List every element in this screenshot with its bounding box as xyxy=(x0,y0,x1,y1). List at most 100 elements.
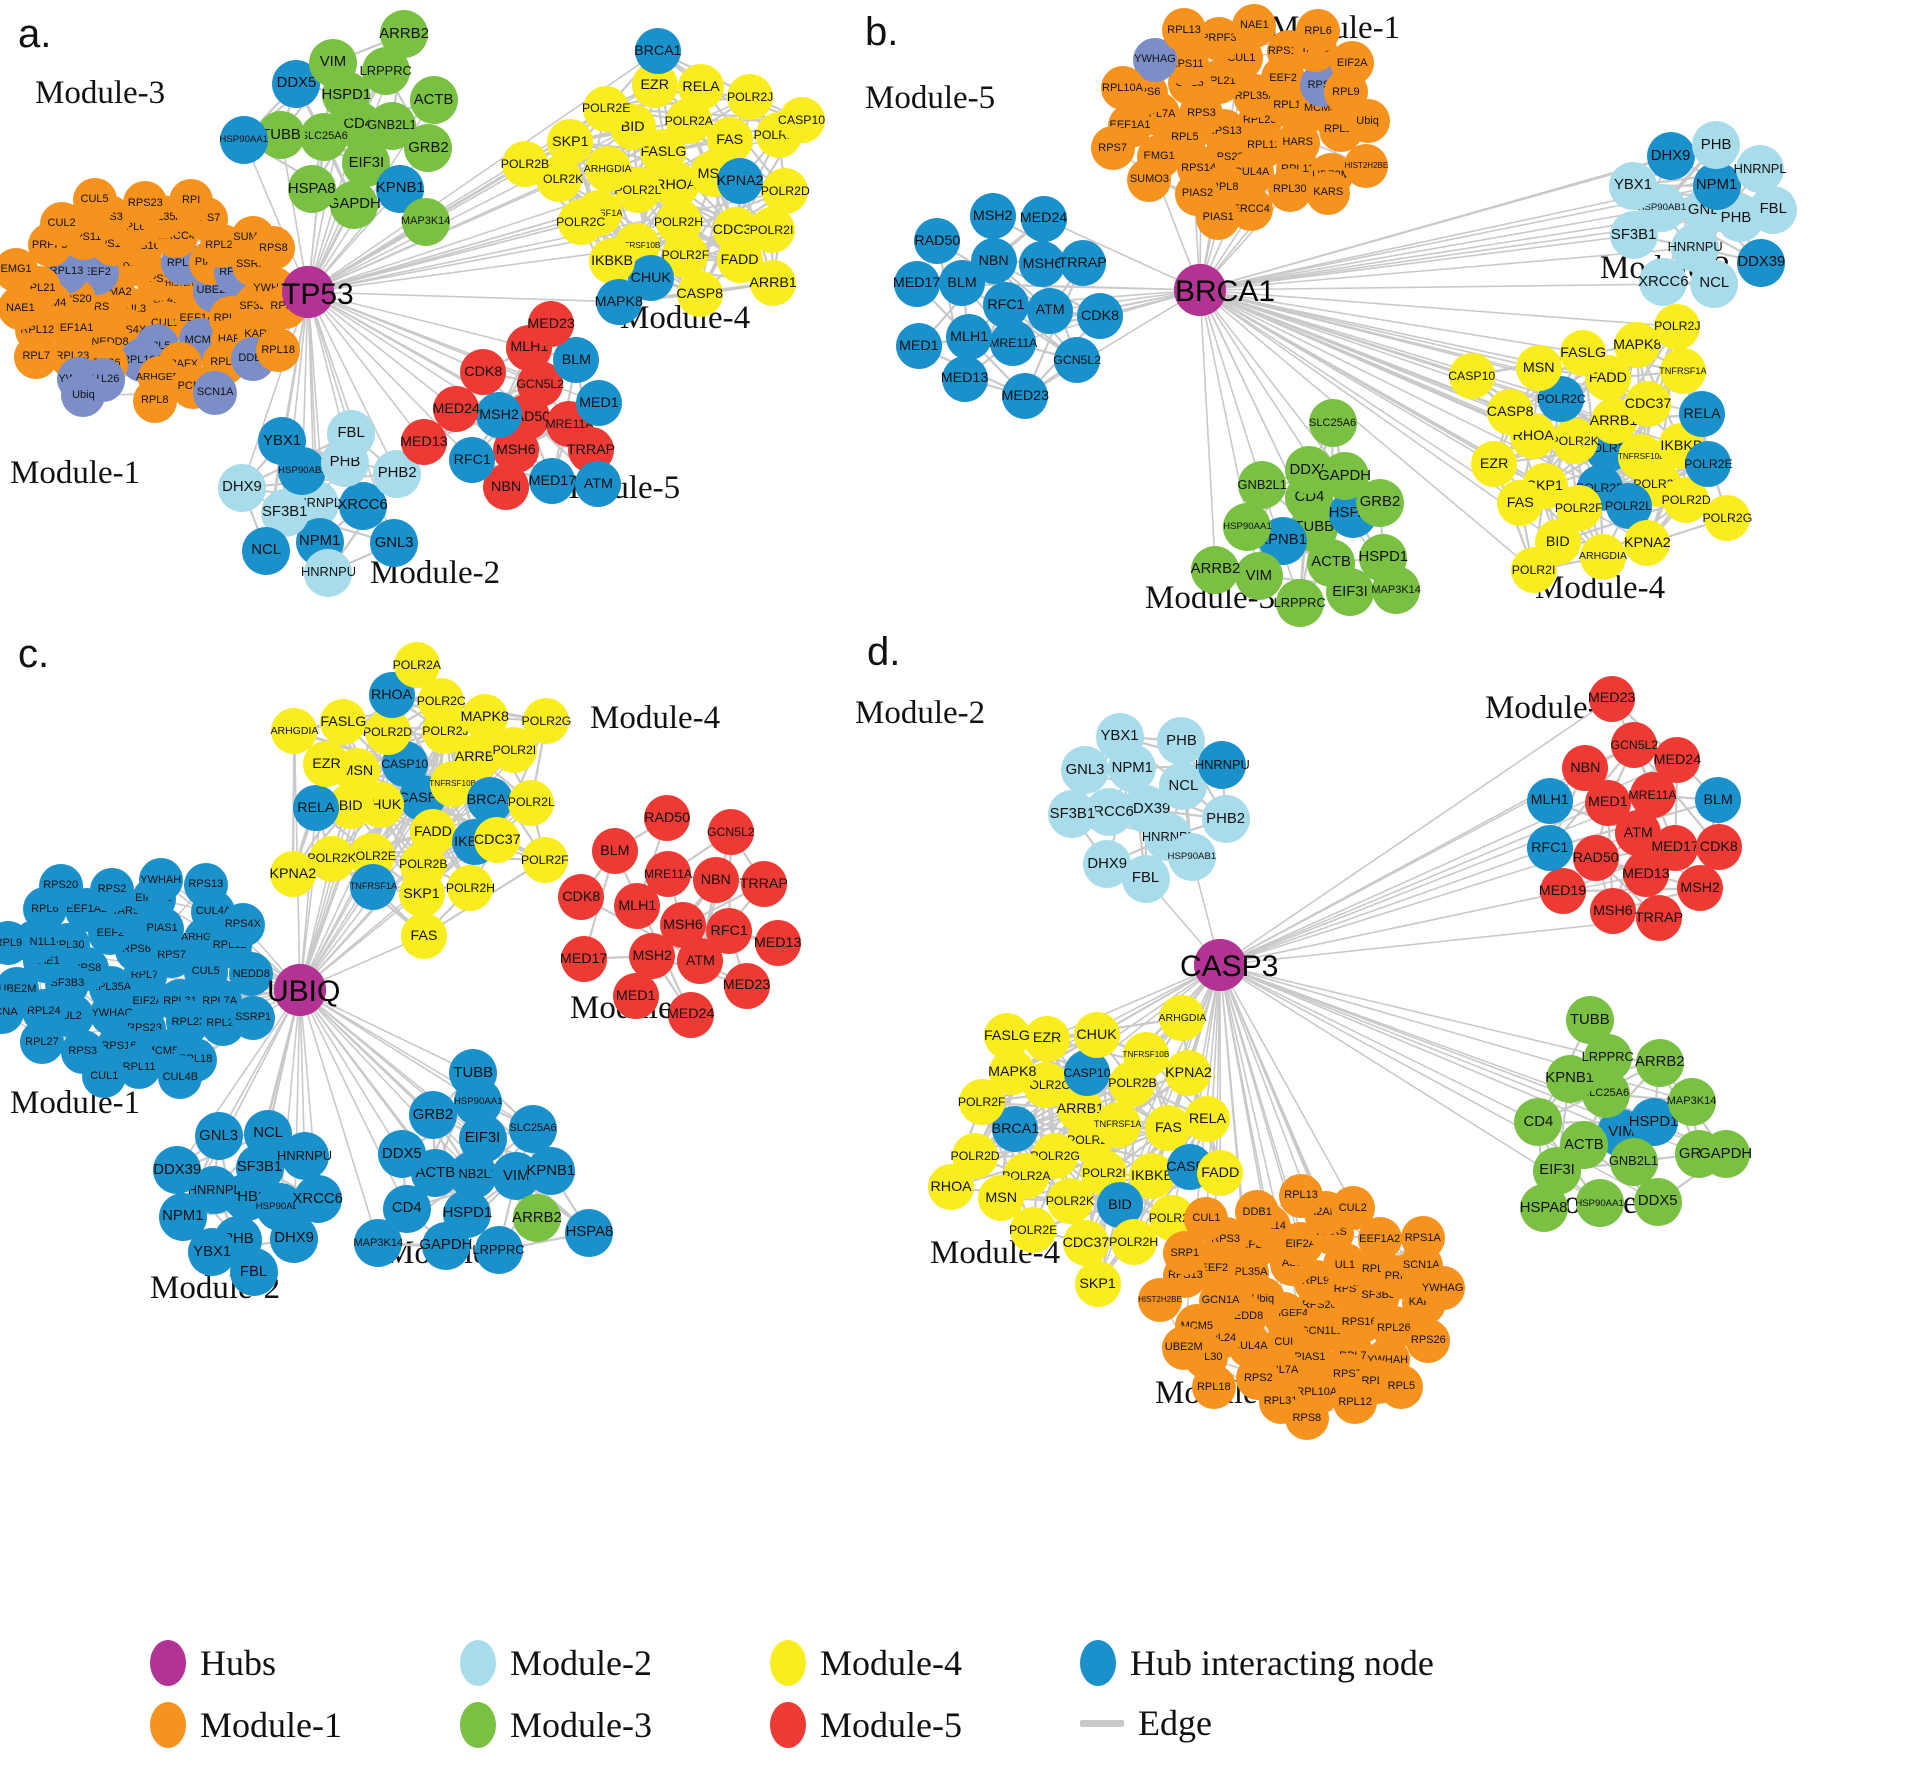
module3-node[interactable]: SLC25A6 xyxy=(1308,399,1357,448)
module5-node[interactable]: MED13 xyxy=(754,919,801,966)
module4-node[interactable]: POLR2I xyxy=(1510,547,1557,594)
module5-node[interactable]: RAD50 xyxy=(914,218,961,265)
module2-node[interactable]: DHX9 xyxy=(1083,839,1132,888)
module4-node[interactable]: TNFRSF1A xyxy=(1094,1101,1141,1148)
module4-node[interactable]: FASLG xyxy=(320,699,367,746)
module4-node[interactable]: KPNA2 xyxy=(1165,1050,1212,1097)
module5-node[interactable]: MED1 xyxy=(612,973,659,1020)
module5-node[interactable]: MED23 xyxy=(723,962,770,1009)
module2-node[interactable]: NPM1 xyxy=(1692,161,1741,210)
module4-node[interactable]: POLR2C xyxy=(556,198,605,245)
module4-node[interactable]: POLR2L xyxy=(508,779,555,826)
module5-node[interactable]: ATM xyxy=(575,460,622,507)
module5-node[interactable]: MED1 xyxy=(895,323,942,370)
module5-node[interactable]: MSH2 xyxy=(476,392,523,439)
module2-node[interactable]: GNL3 xyxy=(194,1111,243,1160)
module1-node[interactable]: RPL18 xyxy=(256,328,301,373)
module4-node[interactable]: TNFRSF1A xyxy=(1659,348,1707,395)
module4-node[interactable]: POLR2I xyxy=(748,206,795,253)
module5-node[interactable]: GCN5L2 xyxy=(1053,337,1101,384)
module4-node[interactable]: ARHGDIA xyxy=(584,145,632,192)
module5-node[interactable]: TRRAP xyxy=(1635,895,1683,942)
module4-node[interactable]: RELA xyxy=(1184,1095,1231,1142)
module2-node[interactable]: NCL xyxy=(1690,259,1739,308)
hub-node-ubiq[interactable] xyxy=(274,964,326,1016)
module4-node[interactable]: EZR xyxy=(1024,1015,1071,1062)
module5-node[interactable]: MED23 xyxy=(1001,372,1049,419)
module5-node[interactable]: CDK8 xyxy=(558,873,605,920)
module5-node[interactable]: GCN5L2 xyxy=(1610,722,1658,769)
module2-node[interactable]: DHX9 xyxy=(217,463,266,512)
module2-node[interactable]: DHX9 xyxy=(270,1214,319,1263)
module1-node[interactable]: RPS7 xyxy=(1090,126,1135,171)
module5-node[interactable]: MED17 xyxy=(893,260,940,307)
module2-node[interactable]: YBX1 xyxy=(1095,712,1144,761)
module4-node[interactable]: RELA xyxy=(678,64,725,110)
module5-node[interactable]: TRRAP xyxy=(740,860,788,907)
module2-node[interactable]: PHB xyxy=(1692,121,1741,170)
module4-node[interactable]: IKBKB xyxy=(589,237,636,284)
module1-node[interactable]: SCN1A xyxy=(193,370,238,415)
module1-node[interactable]: HIST2H2BE xyxy=(1137,1278,1182,1322)
module3-node[interactable]: GRB2 xyxy=(404,124,453,173)
module1-node[interactable]: Ubiq xyxy=(61,373,106,418)
module3-node[interactable]: EIF3I xyxy=(1326,568,1374,617)
module4-node[interactable]: MSN xyxy=(1515,345,1562,392)
module1-node[interactable]: RPL13 xyxy=(1279,1173,1324,1218)
module4-node[interactable]: RELA xyxy=(1679,391,1726,438)
module5-node[interactable]: ATM xyxy=(677,938,724,985)
module1-node[interactable]: EIF2A xyxy=(1330,41,1375,86)
module1-node[interactable]: YWHAH xyxy=(138,858,183,903)
module3-node[interactable]: GRB2 xyxy=(1356,478,1404,527)
module4-node[interactable]: FAS xyxy=(706,117,753,164)
module4-node[interactable]: POLR2G xyxy=(522,698,571,745)
module5-node[interactable]: RFC1 xyxy=(1526,825,1573,872)
module4-node[interactable]: POLR2G xyxy=(1702,494,1752,541)
module4-node[interactable]: FADD xyxy=(1197,1149,1244,1196)
module4-node[interactable]: BRCA1 xyxy=(634,28,682,75)
module5-node[interactable]: MLH1 xyxy=(614,882,661,929)
module4-node[interactable]: ARRB1 xyxy=(749,259,797,306)
module3-node[interactable]: MAP3K14 xyxy=(1667,1077,1716,1126)
module3-node[interactable]: HSPA8 xyxy=(565,1208,614,1257)
module3-node[interactable]: HSPA8 xyxy=(1519,1184,1568,1233)
module2-node[interactable]: FBL xyxy=(229,1248,278,1297)
module2-node[interactable]: SF3B1 xyxy=(1048,790,1097,839)
module5-node[interactable]: MLH1 xyxy=(946,314,993,361)
module3-node[interactable]: GAPDH xyxy=(328,180,381,229)
module1-node[interactable]: PIAS1 xyxy=(1196,195,1241,240)
module5-node[interactable]: MSH2 xyxy=(629,933,676,980)
module5-node[interactable]: MED13 xyxy=(941,355,988,402)
module4-node[interactable]: POLR2H xyxy=(446,864,495,911)
module1-node[interactable]: RPL7 xyxy=(14,334,59,379)
module1-node[interactable]: UBE2M xyxy=(1161,1325,1206,1370)
module1-node[interactable]: RPS26 xyxy=(1406,1318,1451,1363)
module2-node[interactable]: NCL xyxy=(242,526,291,575)
module1-node[interactable]: YWHAG xyxy=(1420,1266,1465,1311)
module3-node[interactable]: HSPA8 xyxy=(287,164,336,213)
module3-node[interactable]: HSP90AA1 xyxy=(1575,1179,1624,1228)
module3-node[interactable]: MAP3K14 xyxy=(401,197,450,246)
module5-node[interactable]: GCN5L2 xyxy=(707,809,755,856)
module3-node[interactable]: SLC25A6 xyxy=(300,112,349,161)
module4-node[interactable]: POLR2H xyxy=(1109,1218,1158,1265)
module4-node[interactable]: SKP1 xyxy=(398,870,445,917)
module1-node[interactable]: HIST2H2BE xyxy=(1344,144,1389,189)
module1-node[interactable]: CUL2 xyxy=(1330,1186,1375,1231)
module3-node[interactable]: DDX5 xyxy=(377,1130,426,1179)
module4-node[interactable]: POLR2A xyxy=(393,641,441,688)
module4-node[interactable]: CDC37 xyxy=(1625,380,1671,427)
module4-node[interactable]: FASLG xyxy=(1560,329,1607,376)
module3-node[interactable]: LRPPRC xyxy=(472,1226,525,1275)
module1-node[interactable]: CUL4B xyxy=(158,1055,203,1099)
module1-node[interactable]: KARS xyxy=(1306,170,1351,215)
module5-node[interactable]: MED23 xyxy=(1588,675,1635,722)
module4-node[interactable]: POLR2J xyxy=(1654,303,1700,350)
module3-node[interactable]: ARRB2 xyxy=(379,10,429,59)
module2-node[interactable]: FBL xyxy=(327,409,376,458)
module4-node[interactable]: CDC37 xyxy=(1063,1220,1109,1266)
module5-node[interactable]: TRRAP xyxy=(1058,240,1107,287)
module4-node[interactable]: TNFRSF10B xyxy=(1123,1032,1169,1079)
module4-node[interactable]: POLR2J xyxy=(727,74,773,121)
module4-node[interactable]: CASP8 xyxy=(676,271,723,318)
